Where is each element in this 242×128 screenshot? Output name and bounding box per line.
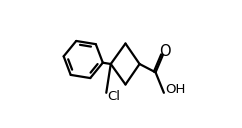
Text: Cl: Cl [107, 89, 121, 103]
Text: OH: OH [165, 83, 186, 96]
Text: O: O [159, 44, 171, 59]
